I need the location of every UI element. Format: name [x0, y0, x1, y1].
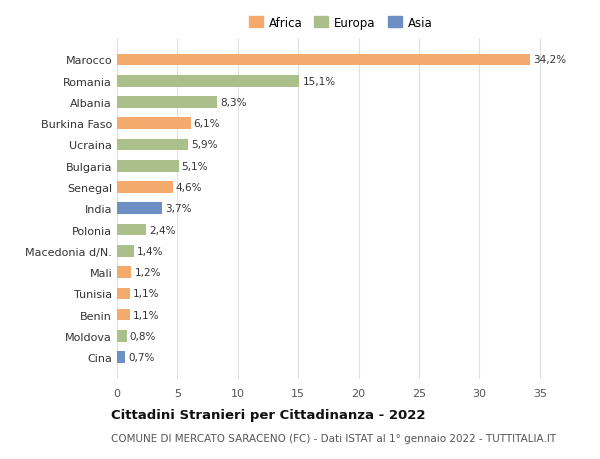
Text: 2,4%: 2,4%	[149, 225, 176, 235]
Bar	[117, 330, 127, 342]
Text: 1,4%: 1,4%	[137, 246, 163, 256]
Text: COMUNE DI MERCATO SARACENO (FC) - Dati ISTAT al 1° gennaio 2022 - TUTTITALIA.IT: COMUNE DI MERCATO SARACENO (FC) - Dati I…	[111, 433, 556, 442]
Text: 4,6%: 4,6%	[176, 183, 202, 193]
Text: 8,3%: 8,3%	[220, 98, 247, 108]
Bar	[117, 224, 146, 236]
Text: 0,7%: 0,7%	[128, 353, 155, 363]
Bar	[117, 182, 173, 193]
Bar	[117, 246, 134, 257]
Text: 6,1%: 6,1%	[194, 119, 220, 129]
Text: 0,8%: 0,8%	[130, 331, 156, 341]
Bar	[117, 97, 217, 109]
Bar	[117, 203, 162, 215]
Bar	[117, 288, 130, 300]
Text: 1,2%: 1,2%	[134, 268, 161, 278]
Text: 1,1%: 1,1%	[133, 310, 160, 320]
Text: Cittadini Stranieri per Cittadinanza - 2022: Cittadini Stranieri per Cittadinanza - 2…	[111, 408, 425, 421]
Bar	[117, 76, 299, 87]
Text: 15,1%: 15,1%	[302, 77, 335, 86]
Bar	[117, 267, 131, 278]
Text: 3,7%: 3,7%	[165, 204, 191, 214]
Bar	[117, 352, 125, 363]
Text: 1,1%: 1,1%	[133, 289, 160, 299]
Bar	[117, 118, 191, 130]
Text: 34,2%: 34,2%	[533, 55, 566, 65]
Text: 5,9%: 5,9%	[191, 140, 218, 150]
Bar	[117, 161, 179, 172]
Bar	[117, 55, 530, 66]
Bar	[117, 309, 130, 321]
Text: 5,1%: 5,1%	[182, 162, 208, 171]
Legend: Africa, Europa, Asia: Africa, Europa, Asia	[248, 17, 433, 30]
Bar	[117, 140, 188, 151]
